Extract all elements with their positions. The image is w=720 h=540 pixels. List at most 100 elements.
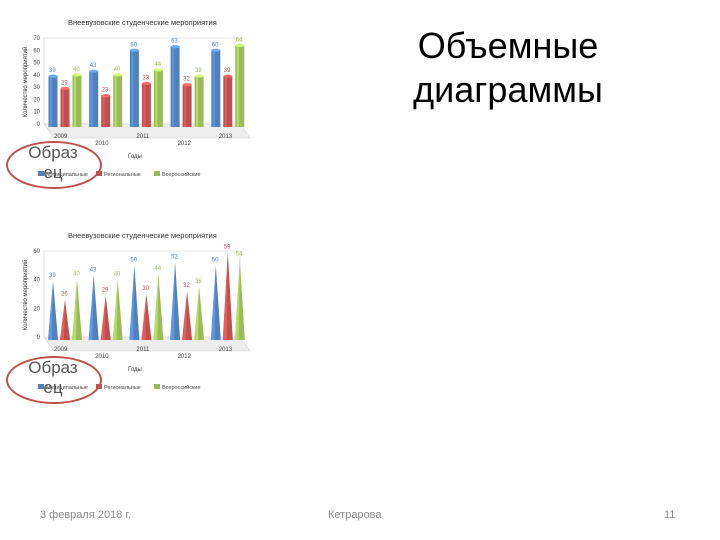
chart-title: Внеевузовские студенческие мероприятия [68,231,217,240]
bar-top-Всероссийские-2009 [72,73,82,77]
x-tick-label: 2011 [136,134,150,140]
sample-highlight-oval-1 [6,141,102,189]
chart-title: Внеевузовские студенческие мероприятия [68,18,217,27]
bar-highlight-Всероссийские-2010 [114,75,117,127]
data-label-Региональные-2013: 59 [224,244,231,250]
data-label-Муниципальные-2012: 52 [171,254,178,260]
data-label-Всероссийские-2011: 44 [154,62,161,68]
bar-top-Муниципальные-2009 [48,74,58,78]
y-axis-label: Количество мероприятий [22,260,29,331]
bar-top-Муниципальные-2011 [129,48,139,52]
x-tick-label: 2012 [178,354,192,360]
data-label-Всероссийские-2009: 40 [73,272,80,278]
sample-label-2: Образ ец [28,358,78,397]
bar-top-Региональные-2013 [223,74,233,78]
data-label-Муниципальные-2009: 39 [49,68,56,74]
x-tick-label: 2010 [95,354,109,360]
cone-highlight-Всероссийские-2011 [153,273,159,340]
cone-highlight-Региональные-2013 [222,252,228,340]
y-tick-label: 70 [33,36,40,42]
cone-highlight-Региональные-2010 [100,295,106,340]
y-tick-label: 40 [33,73,40,79]
y-tick-label: 20 [33,306,40,312]
slide-title-line-2: диаграммы [413,69,603,110]
data-label-Региональные-2009: 26 [61,292,68,298]
x-tick-label: 2009 [54,134,68,140]
y-tick-label: 10 [33,110,40,116]
bar-highlight-Всероссийские-2009 [74,75,76,127]
sample-highlight-oval-2 [6,356,102,404]
data-label-Всероссийские-2009: 40 [73,67,80,73]
cone-highlight-Региональные-2011 [141,294,147,340]
bar-Муниципальные-2009 [48,76,58,127]
bar-top-Муниципальные-2012 [170,45,180,49]
data-label-Региональные-2012: 32 [183,283,190,289]
legend-label-Региональные: Региональные [104,385,141,391]
cone-highlight-Муниципальные-2012 [170,262,176,340]
bar-highlight-Муниципальные-2012 [172,47,175,127]
legend-label-Всероссийские: Всероссийские [162,171,201,178]
bar-top-Региональные-2010 [101,94,111,98]
data-label-Всероссийские-2013: 64 [236,37,243,43]
x-tick-label: 2010 [95,141,109,147]
bar-highlight-Муниципальные-2011 [131,51,134,127]
data-label-Муниципальные-2012: 63 [171,39,178,45]
x-axis-label: Годы [128,154,142,160]
bar-Всероссийские-2013 [235,45,245,127]
footer-author: Кетрарова [328,509,382,521]
bar-Региональные-2011 [141,83,151,127]
legend-swatch-Всероссийские [154,384,160,389]
data-label-Региональные-2011: 33 [142,75,149,81]
data-label-Муниципальные-2010: 43 [90,267,97,273]
bar-Муниципальные-2013 [211,50,221,127]
data-label-Всероссийские-2010: 40 [114,272,121,278]
data-label-Региональные-2010: 23 [102,88,109,94]
footer-page-number: 11 [664,509,676,521]
bar-top-Всероссийские-2011 [153,68,163,72]
bar-top-Региональные-2009 [60,86,70,90]
bar-Всероссийские-2009 [72,74,82,127]
legend-swatch-Всероссийские [154,171,160,176]
bar-top-Региональные-2011 [141,81,151,86]
bar-highlight-Муниципальные-2013 [212,51,215,127]
y-axis-label: Количество мероприятий [22,47,29,118]
bar-Региональные-2012 [182,84,192,127]
legend-label-Всероссийские: Всероссийские [162,384,201,391]
y-tick-label: 60 [33,48,40,54]
bar-highlight-Всероссийские-2011 [155,70,158,127]
bar-Всероссийские-2010 [113,74,123,127]
bar-Всероссийские-2012 [194,76,204,127]
bar-top-Муниципальные-2010 [89,69,99,73]
slide-title: Объемные диаграммы [392,24,624,112]
sample-label-1: Образ ец [28,143,78,182]
y-tick-label: 30 [33,85,40,91]
legend-label-Региональные: Региональные [104,172,141,178]
x-axis-label: Годы [128,367,142,373]
data-label-Региональные-2009: 29 [61,80,68,86]
bar-highlight-Всероссийские-2012 [196,77,199,127]
x-tick-label: 2013 [219,134,233,140]
data-label-Всероссийские-2012: 35 [195,279,202,285]
cone-highlight-Всероссийские-2012 [194,286,200,340]
legend-swatch-Региональные [96,171,102,176]
cone-highlight-Всероссийские-2009 [72,279,77,340]
data-label-Региональные-2013: 39 [224,68,231,74]
bar-top-Всероссийские-2012 [194,74,204,78]
y-tick-label: 40 [33,278,40,284]
data-label-Муниципальные-2009: 39 [49,273,56,279]
data-label-Региональные-2011: 30 [142,286,149,292]
bar-highlight-Региональные-2009 [62,89,64,127]
bar-highlight-Региональные-2010 [102,96,105,127]
data-label-Муниципальные-2010: 43 [90,63,97,69]
footer-date: 3 февраля 2018 г. [40,509,132,521]
data-label-Всероссийские-2013: 54 [236,252,243,258]
bar-Муниципальные-2010 [89,71,99,127]
y-tick-label: 20 [33,97,40,103]
x-tick-label: 2012 [178,141,192,147]
bar-Муниципальные-2011 [129,50,139,127]
bar-highlight-Муниципальные-2010 [90,72,93,127]
bar-highlight-Региональные-2012 [184,85,187,127]
bar-highlight-Всероссийские-2013 [236,46,239,127]
bar-Региональные-2010 [101,95,111,127]
x-tick-label: 2011 [136,347,150,353]
